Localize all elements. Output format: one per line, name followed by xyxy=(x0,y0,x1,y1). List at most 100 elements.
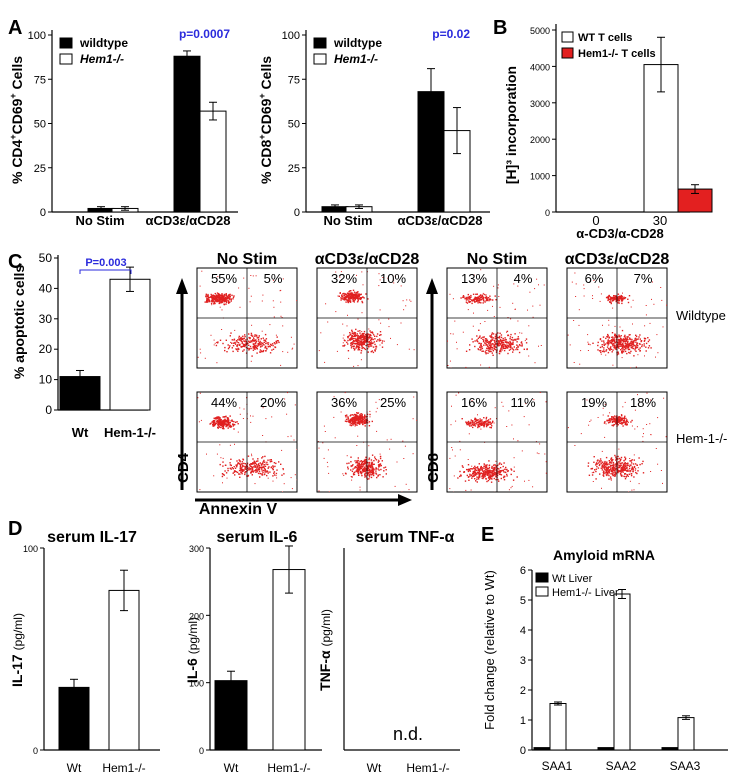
flow-event xyxy=(363,343,365,345)
flow-event xyxy=(254,348,256,350)
flow-event xyxy=(640,340,643,342)
flow-event xyxy=(375,348,377,350)
flow-event xyxy=(364,336,366,338)
flow-event xyxy=(500,350,502,353)
flow-event xyxy=(349,293,352,295)
flow-event xyxy=(493,471,495,473)
flow-event xyxy=(470,425,472,427)
flow-event xyxy=(256,352,258,354)
flow-event xyxy=(213,421,216,424)
flow-event xyxy=(612,459,614,461)
flow-event xyxy=(624,340,626,342)
flow-event xyxy=(370,466,372,468)
flow-event xyxy=(608,341,610,344)
panel-letter-e: E xyxy=(481,524,494,546)
flow-event xyxy=(480,298,482,301)
flow-event xyxy=(221,475,224,478)
flow-event xyxy=(481,469,483,471)
flow-event xyxy=(368,465,370,467)
chart-e-ylabel: Fold change (relative to Wt) xyxy=(482,570,497,730)
flow-event xyxy=(486,299,488,302)
flow-event xyxy=(237,347,239,350)
flow-event xyxy=(483,476,485,478)
flow-event xyxy=(348,462,350,464)
flow-event xyxy=(360,416,362,418)
flow-event xyxy=(256,347,258,349)
flow-event xyxy=(362,421,364,423)
flow-event xyxy=(491,346,494,349)
flow-event xyxy=(211,299,213,301)
flow-event xyxy=(478,420,481,423)
flow-event xyxy=(473,467,475,469)
flow-event xyxy=(372,463,374,466)
chart-e-legend-hem1: Hem1-/- Liver xyxy=(552,587,619,599)
flow-event xyxy=(516,476,518,478)
flow-event xyxy=(363,339,365,342)
flow-event xyxy=(467,470,470,473)
flow-event xyxy=(489,418,492,420)
flow-event xyxy=(597,459,599,461)
flow-event xyxy=(255,471,257,473)
flow-event xyxy=(513,470,515,472)
panel-letter-c: C xyxy=(8,251,22,273)
flow-event xyxy=(476,335,478,337)
flow-event xyxy=(221,329,223,330)
flow-event xyxy=(361,463,363,466)
flow-event xyxy=(263,339,265,341)
flow-event xyxy=(349,418,351,421)
flow-event xyxy=(238,339,241,341)
flow-event xyxy=(239,413,241,415)
flow-event xyxy=(339,276,341,278)
flow-event xyxy=(607,340,609,343)
flow-event xyxy=(465,421,467,423)
flow-event xyxy=(360,343,362,345)
flow-event xyxy=(627,336,629,338)
flow-event xyxy=(623,347,625,349)
flow-event xyxy=(351,345,353,348)
flow-event xyxy=(351,338,353,340)
flow-event xyxy=(263,464,265,466)
flow-event xyxy=(630,344,633,346)
flow-event xyxy=(614,468,616,470)
flow-event xyxy=(605,423,607,425)
flow-event xyxy=(377,461,379,463)
flow-event xyxy=(621,462,624,464)
flow-event xyxy=(380,464,382,467)
flow-event xyxy=(471,338,473,340)
flow-event xyxy=(618,448,620,450)
flow-event xyxy=(296,448,297,450)
flow-event xyxy=(513,457,515,459)
flow-event xyxy=(451,447,453,448)
flow-event xyxy=(236,460,238,462)
flow-event xyxy=(350,344,352,347)
flow-event xyxy=(624,337,627,339)
flow-event xyxy=(614,421,616,423)
flow-dot-plot: 55% 5% xyxy=(196,267,298,369)
flow-event xyxy=(225,294,227,296)
flow-event xyxy=(360,340,363,343)
flow-event xyxy=(216,416,218,418)
flow-event xyxy=(209,423,211,425)
flow-event xyxy=(511,485,513,487)
flow-event xyxy=(481,475,483,477)
flow-event xyxy=(347,314,348,316)
flow-event xyxy=(247,347,249,349)
flow-event xyxy=(378,459,380,461)
flow-event xyxy=(368,328,370,330)
flow-event xyxy=(389,448,391,450)
flow-event xyxy=(213,425,216,427)
flow-event xyxy=(487,474,489,476)
flow-event xyxy=(604,460,606,463)
flow-event xyxy=(216,342,219,344)
flow-event xyxy=(349,334,351,336)
chart-e-ytick-label: 4 xyxy=(520,625,526,637)
flow-event xyxy=(375,470,377,472)
flow-event xyxy=(224,423,227,425)
flow-event xyxy=(483,463,485,465)
flow-event xyxy=(509,344,511,346)
flow-event xyxy=(612,299,615,301)
flow-event xyxy=(355,418,357,420)
flow-event xyxy=(481,474,484,477)
flow-event xyxy=(361,471,363,474)
flow-event xyxy=(271,460,273,463)
